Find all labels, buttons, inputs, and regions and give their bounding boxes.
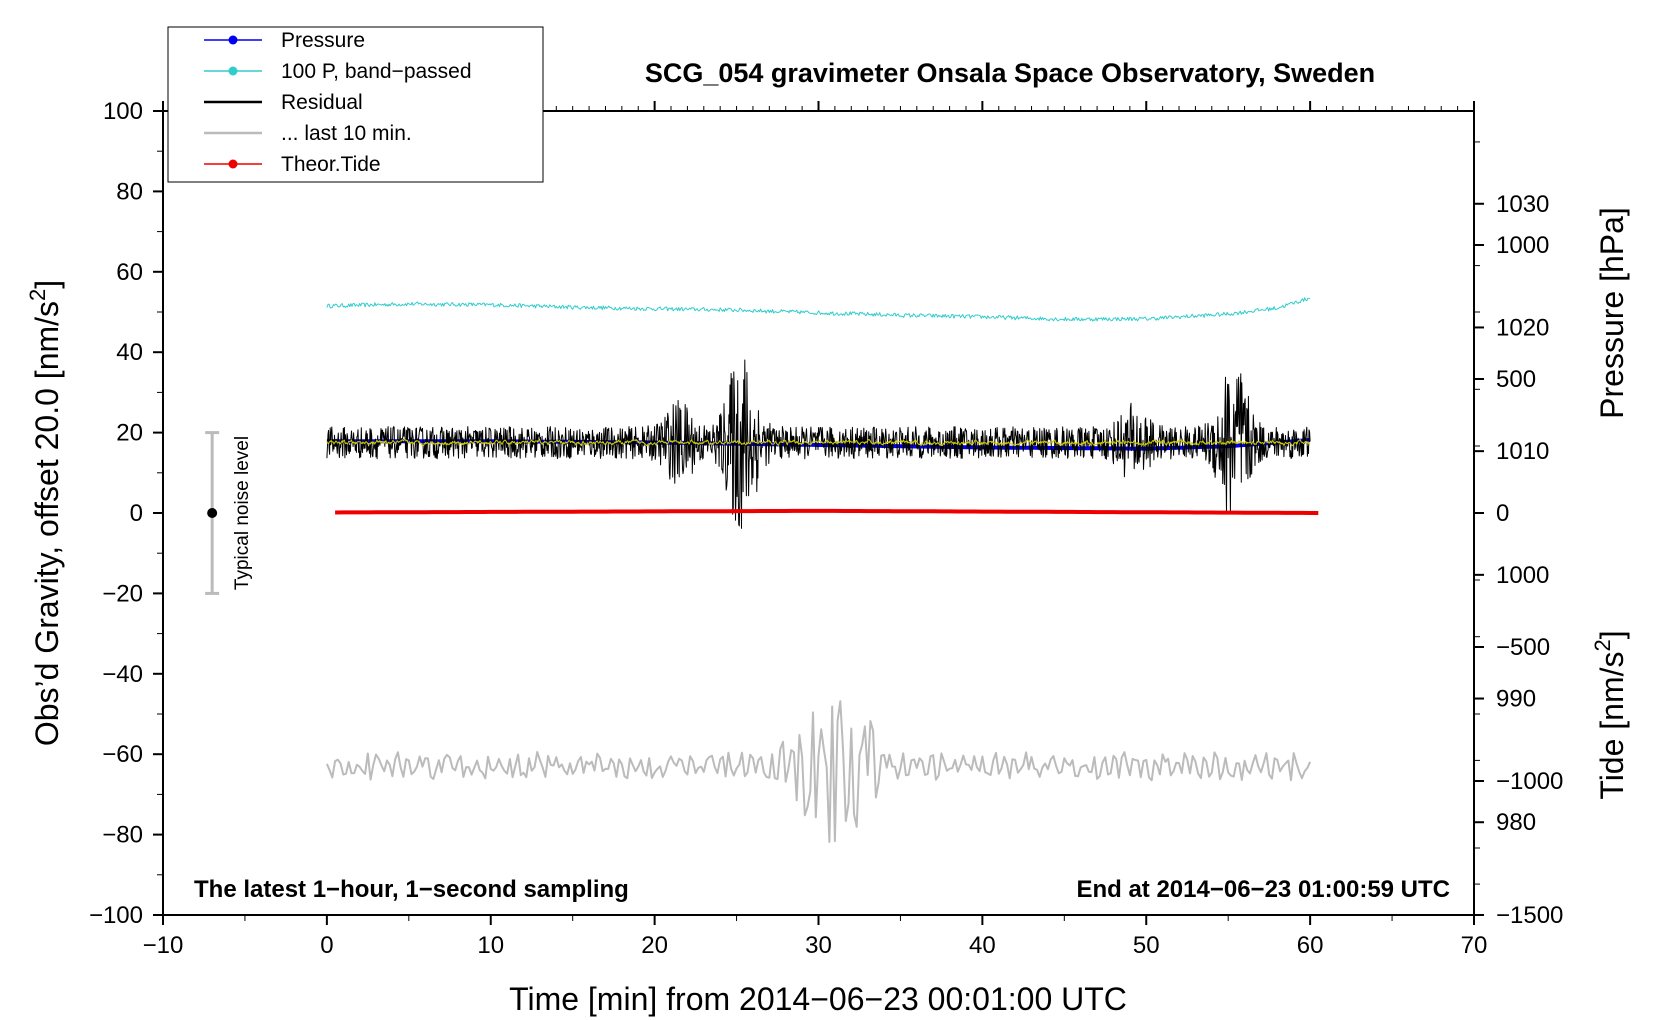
legend-swatch-marker: [228, 159, 238, 169]
y-tick-label: −100: [89, 902, 143, 929]
y-tick-label: 0: [130, 500, 143, 527]
tide-tick-label: −1500: [1496, 902, 1563, 929]
y-tick-label: 100: [103, 98, 143, 125]
plot-frame: [162, 110, 1475, 916]
y-tick-label: −20: [102, 580, 143, 607]
y-axis-label-left: Obs’d Gravity, offset 20.0 [nm/s2]: [25, 280, 65, 746]
tide-tick-label: 500: [1496, 366, 1536, 393]
pressure-tick-label: 1030: [1496, 191, 1549, 218]
x-tick-label: 30: [805, 932, 832, 959]
x-tick-label: −10: [143, 932, 184, 959]
legend-label: 100 P, band−passed: [281, 60, 472, 83]
legend-item: Residual: [204, 91, 363, 114]
x-tick-label: 40: [969, 932, 996, 959]
annotation-sampling: The latest 1−hour, 1−second sampling: [194, 876, 629, 903]
legend-item: Pressure: [204, 29, 365, 52]
y-tick-label: 40: [116, 339, 143, 366]
y-tick-label: 80: [116, 178, 143, 205]
legend-swatch-marker: [228, 35, 238, 45]
x-tick-label: 60: [1297, 932, 1324, 959]
y-tick-label: −40: [102, 661, 143, 688]
tide-tick-label: 0: [1496, 500, 1509, 527]
legend-item: ... last 10 min.: [204, 122, 412, 145]
x-tick-label: 0: [320, 932, 333, 959]
series-residual-smoothed: [326, 438, 1311, 447]
legend-box: [167, 26, 544, 183]
pressure-tick-label: 980: [1496, 809, 1536, 836]
y-tick-label: 60: [116, 259, 143, 286]
y-axis-label-tide: Tide [nm/s2]: [1590, 630, 1630, 799]
series-layer: [325, 297, 1319, 843]
series-residual: [326, 359, 1311, 529]
y-tick-label: −80: [102, 822, 143, 849]
noise-bar: [205, 431, 220, 595]
pressure-tick-label: 1020: [1496, 314, 1549, 341]
y-tick-label: −60: [102, 741, 143, 768]
legend-item: 100 P, band−passed: [204, 60, 472, 83]
annotation-end-time: End at 2014−06−23 01:00:59 UTC: [1076, 876, 1450, 903]
tide-tick-label: −1000: [1496, 768, 1563, 795]
pressure-tick-label: 1010: [1496, 438, 1549, 465]
pressure-tick-label: 990: [1496, 686, 1536, 713]
series-100-p-band-passed: [326, 297, 1311, 322]
legend-label: Pressure: [281, 29, 365, 52]
tide-tick-label: 1000: [1496, 232, 1549, 259]
pressure-tick-label: 1000: [1496, 562, 1549, 589]
legend-swatch-marker: [228, 66, 238, 76]
series-theor-tide: [335, 508, 1319, 515]
chart-title: SCG_054 gravimeter Onsala Space Observat…: [645, 58, 1375, 88]
series-last-10-min: [325, 700, 1312, 843]
legend: Pressure 100 P, band−passed Residual ... la…: [167, 26, 544, 183]
legend-label: ... last 10 min.: [281, 122, 412, 145]
y-tick-label: 20: [116, 420, 143, 447]
x-axis-label: Time [min] from 2014−06−23 00:01:00 UTC: [509, 981, 1127, 1017]
x-tick-label: 20: [641, 932, 668, 959]
x-tick-label: 50: [1133, 932, 1160, 959]
y-axis-label-pressure: Pressure [hPa]: [1594, 207, 1630, 419]
legend-label: Theor.Tide: [281, 153, 381, 176]
x-tick-label: 70: [1461, 932, 1488, 959]
noise-label: Typical noise level: [232, 436, 253, 590]
legend-label: Residual: [281, 91, 363, 114]
tide-tick-label: −500: [1496, 634, 1550, 661]
noise-bar-center-dot: [207, 508, 218, 518]
legend-item: Theor.Tide: [204, 153, 381, 176]
x-tick-label: 10: [477, 932, 504, 959]
axis-ticks: −10 0 10 20 30 40 50 60 70100806040200−20−40−60−…: [89, 98, 1563, 959]
